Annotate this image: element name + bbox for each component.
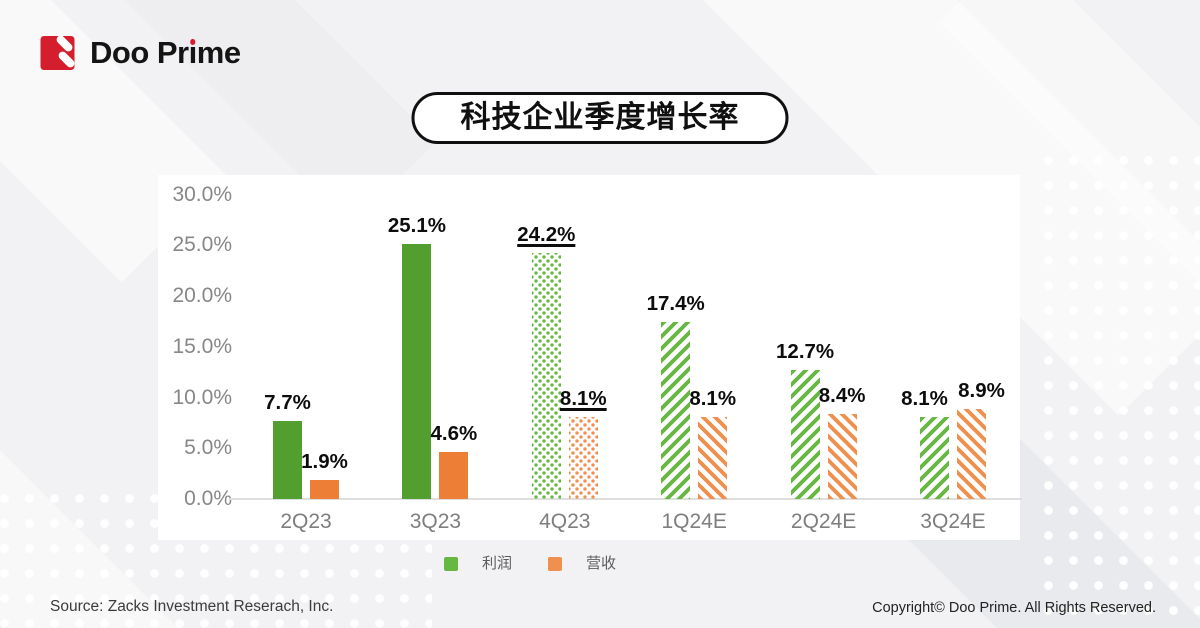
value-label-revenue-2q23: 1.9% bbox=[301, 449, 348, 473]
value-label-revenue-3q23: 4.6% bbox=[430, 422, 478, 446]
logo-red-dot bbox=[189, 39, 196, 45]
bar-revenue-3q23 bbox=[439, 452, 469, 499]
x-axis-category-label: 3Q23 bbox=[409, 510, 462, 533]
y-axis-tick-label: 25.0% bbox=[172, 233, 232, 257]
value-label-revenue-4q23: 8.1% bbox=[559, 386, 607, 410]
legend-label-revenue: 营收 bbox=[586, 555, 617, 572]
dot-grid-pattern bbox=[1036, 148, 1200, 628]
x-axis-category-label: 4Q23 bbox=[539, 510, 591, 533]
chart-title: 科技企业季度增长率 bbox=[411, 92, 789, 144]
bar-profit-3q24e bbox=[920, 416, 949, 499]
legend-item-revenue: 营收 bbox=[548, 555, 616, 573]
logo-letter-i: ı bbox=[188, 35, 198, 70]
value-label-profit-1q24e: 17.4% bbox=[646, 292, 705, 316]
bar-profit-3q23 bbox=[402, 244, 432, 499]
legend-item-profit: 利润 bbox=[444, 555, 512, 573]
y-axis-tick-label: 0.0% bbox=[184, 487, 232, 510]
logo-text-part: me bbox=[196, 35, 241, 70]
bar-revenue-3q24e bbox=[957, 408, 986, 499]
bar-profit-1q24e bbox=[661, 322, 691, 499]
source-note: Source: Zacks Investment Reserach, Inc. bbox=[50, 598, 334, 615]
x-axis-category-label: 1Q24E bbox=[661, 510, 727, 533]
y-axis-tick-label: 20.0% bbox=[172, 284, 232, 307]
bar-revenue-4q23 bbox=[568, 416, 598, 499]
x-axis-line bbox=[230, 498, 1022, 500]
value-label-profit-3q24e: 8.1% bbox=[901, 386, 948, 410]
legend-swatch-profit bbox=[444, 557, 458, 571]
chart-card: 30.0% 25.0% 20.0% 15.0% 10.0% 5.0% 0.0% 7.7% 1.… bbox=[158, 175, 1022, 540]
value-label-revenue-3q24e: 8.9% bbox=[958, 378, 1005, 402]
bar-profit-2q24e bbox=[790, 370, 820, 499]
y-axis-tick-label: 5.0% bbox=[184, 436, 232, 460]
chart-legend: 利润 营收 bbox=[444, 555, 616, 573]
logo-wordmark: Doo Pr ı me bbox=[90, 33, 241, 73]
x-axis-category-label: 2Q24E bbox=[790, 510, 857, 533]
copyright-note: Copyright© Doo Prime. All Rights Reserve… bbox=[872, 600, 1156, 616]
x-axis-category-label: 3Q24E bbox=[920, 510, 986, 533]
legend-label-profit: 利润 bbox=[482, 555, 513, 572]
bar-revenue-1q24e bbox=[698, 416, 728, 499]
legend-swatch-revenue bbox=[548, 557, 563, 571]
bar-revenue-2q23 bbox=[310, 479, 339, 499]
y-axis-tick-label: 10.0% bbox=[172, 385, 232, 409]
value-label-profit-4q23: 24.2% bbox=[517, 223, 576, 247]
doo-prime-logo: Doo Pr ı me bbox=[40, 33, 241, 73]
doo-prime-logo-icon bbox=[40, 35, 75, 70]
value-label-profit-3q23: 25.1% bbox=[387, 214, 446, 238]
x-axis-category-label: 2Q23 bbox=[280, 510, 332, 533]
bar-revenue-2q24e bbox=[827, 413, 857, 499]
value-label-revenue-1q24e: 8.1% bbox=[689, 386, 737, 410]
bar-profit-4q23 bbox=[531, 253, 561, 499]
logo-text-part: Doo Pr bbox=[90, 35, 189, 70]
value-label-profit-2q23: 7.7% bbox=[264, 390, 311, 414]
value-label-profit-2q24e: 12.7% bbox=[776, 340, 835, 364]
bar-profit-2q23 bbox=[273, 420, 302, 499]
value-label-revenue-2q24e: 8.4% bbox=[818, 383, 866, 407]
y-axis-tick-label: 30.0% bbox=[172, 182, 232, 206]
y-axis-tick-label: 15.0% bbox=[172, 334, 232, 358]
